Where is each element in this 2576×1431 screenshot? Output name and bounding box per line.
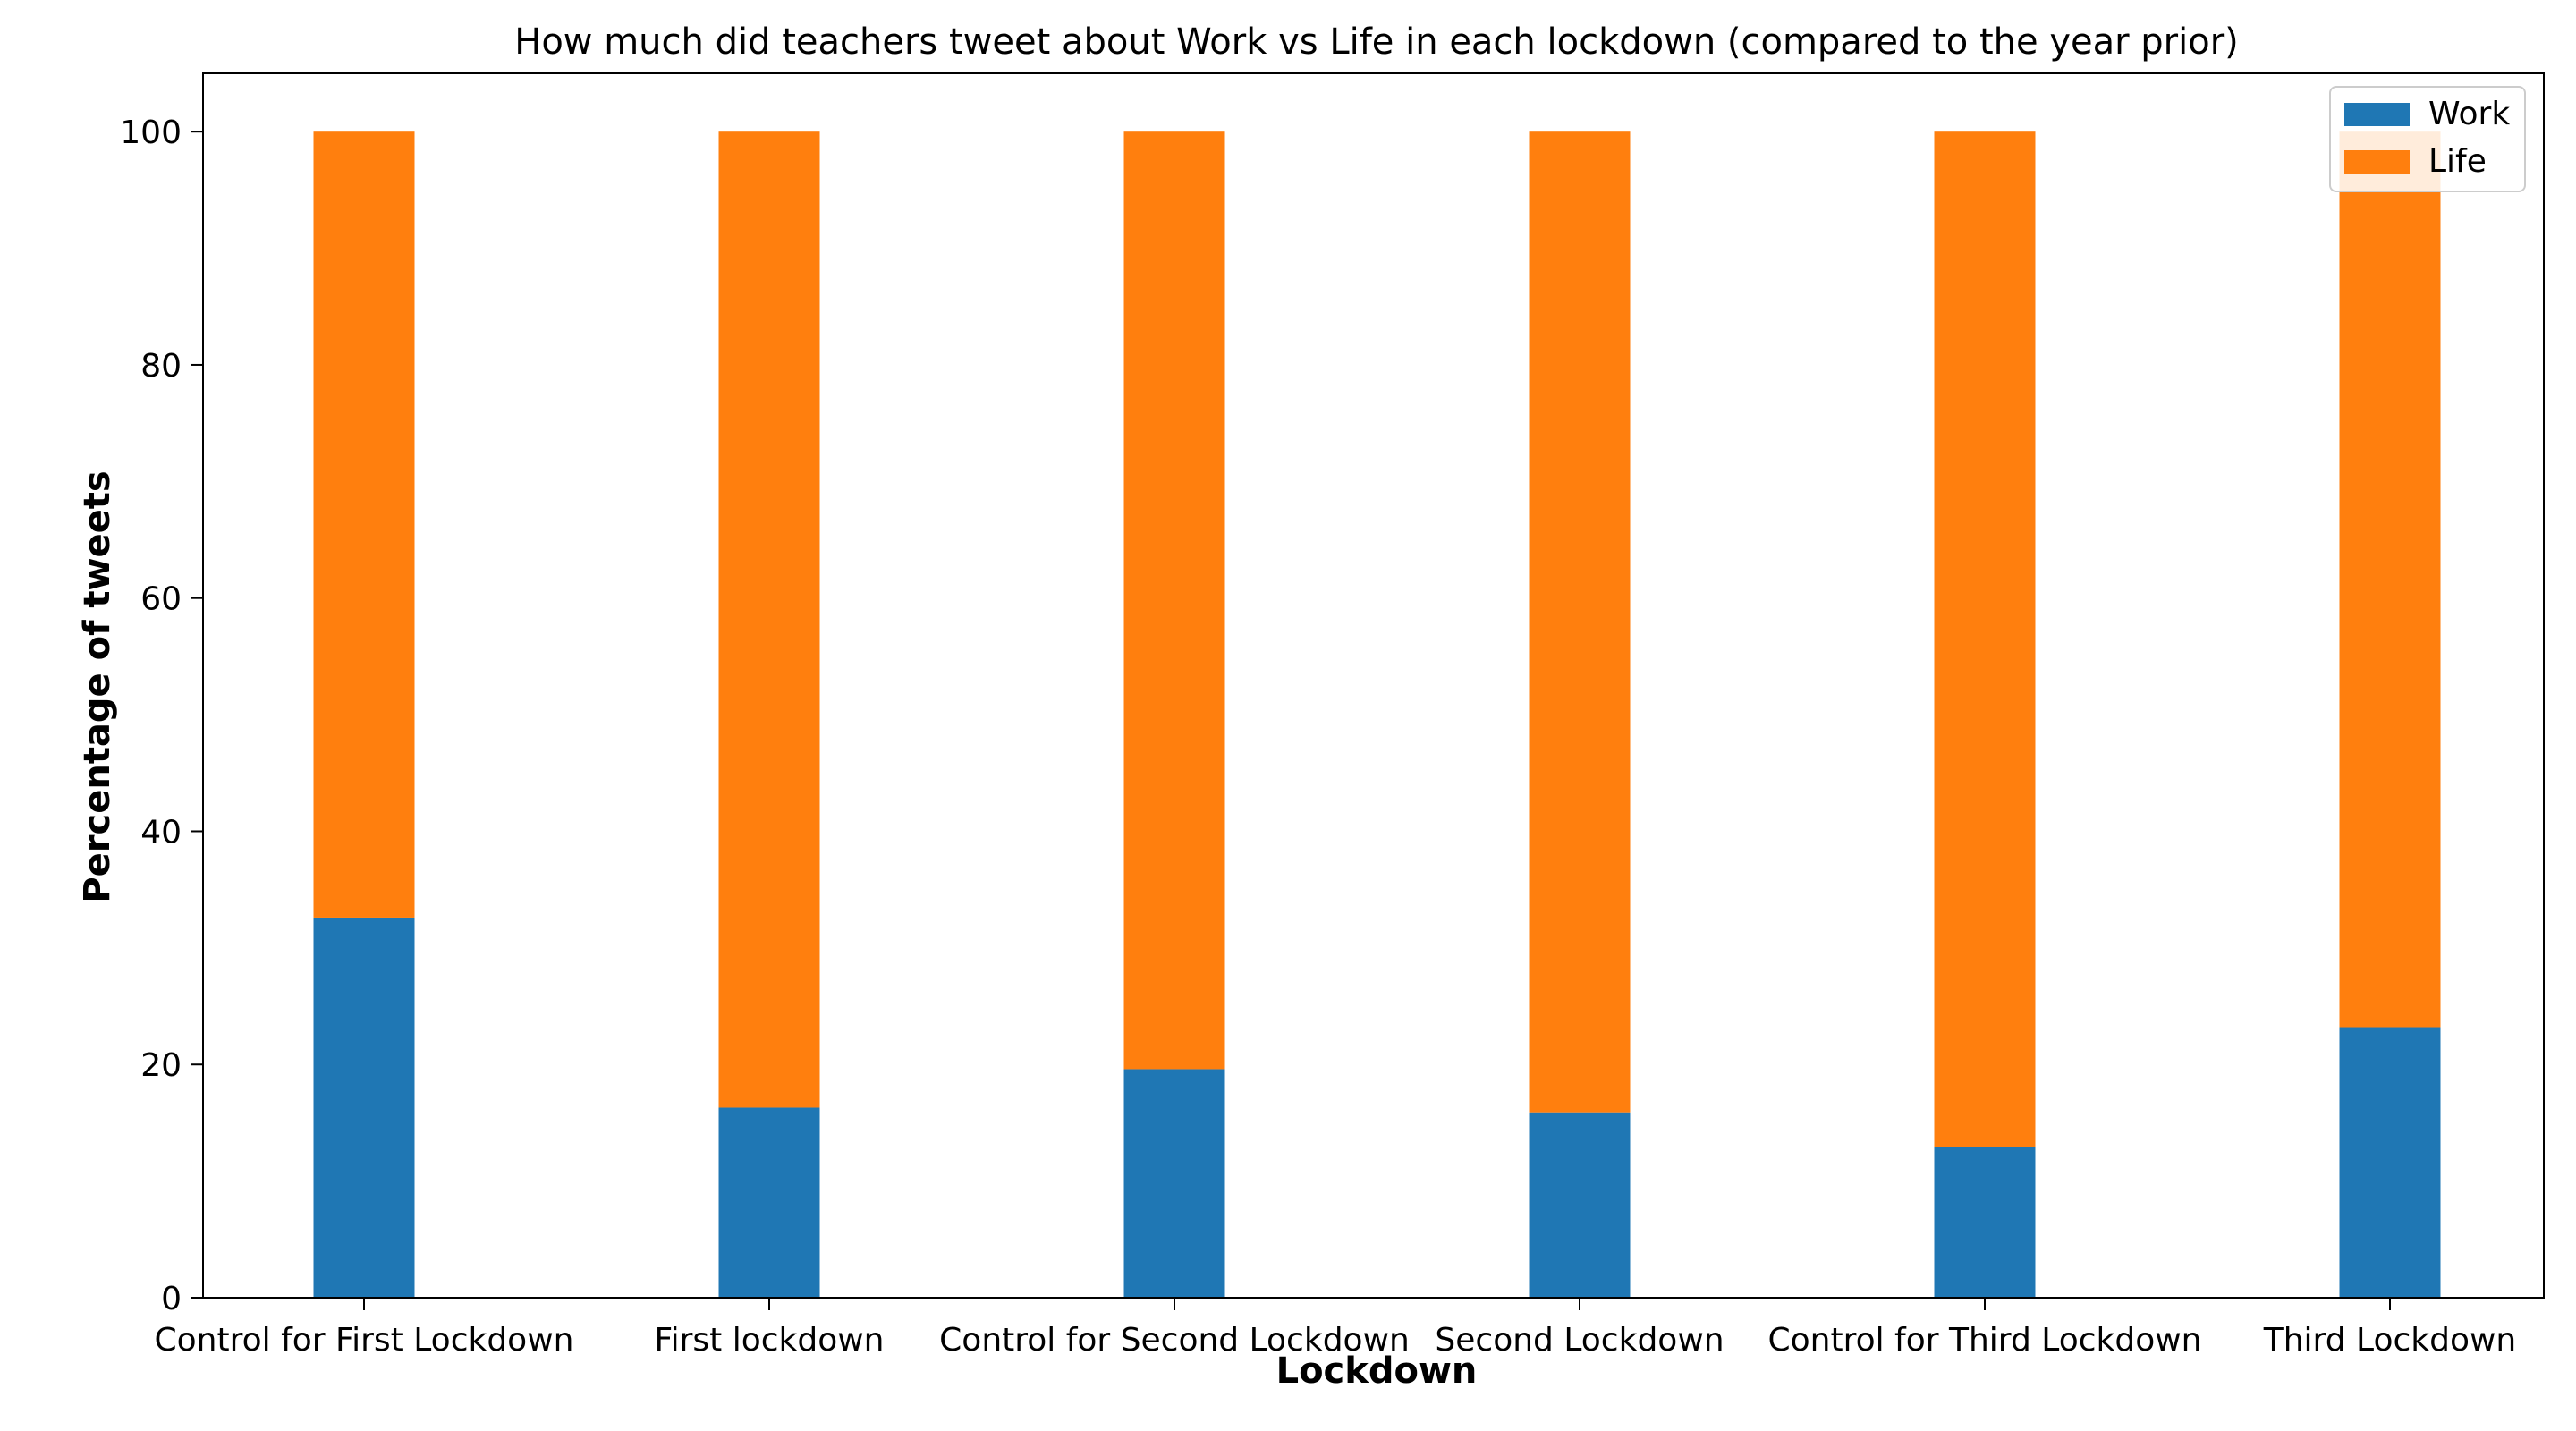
x-tick-label: First lockdown [654,1322,884,1359]
plot-frame [202,72,2545,1299]
x-tick-label: Control for First Lockdown [155,1322,574,1359]
y-tick-label: 0 [161,1281,182,1317]
chart-title: How much did teachers tweet about Work v… [514,21,2239,63]
bar-work-4 [1529,1112,1631,1298]
bar-life-1 [313,131,415,918]
y-tick-label: 80 [140,348,182,385]
bar-work-3 [1123,1069,1225,1298]
legend-swatch-life [2344,150,2410,174]
x-tick-label: Second Lockdown [1435,1322,1724,1359]
x-tick-label: Control for Second Lockdown [939,1322,1410,1359]
y-tick-label: 20 [140,1047,182,1084]
bar-life-6 [2339,131,2441,1028]
legend: Work Life [2329,86,2526,192]
x-tick-label: Third Lockdown [2263,1322,2517,1359]
bar-work-2 [718,1107,820,1298]
legend-label-work: Work [2428,96,2510,132]
legend-label-life: Life [2428,143,2487,180]
axes-layer: 0 20 40 60 80 100 Control for First Lockdown Fi… [120,72,2545,1359]
x-axis-label: Lockdown [1276,1351,1478,1392]
bar-life-5 [1934,131,2036,1147]
bar-life-2 [718,131,820,1108]
bar-life-3 [1123,131,1225,1070]
bar-work-5 [1934,1147,2036,1298]
x-tick-label: Control for Third Lockdown [1767,1322,2201,1359]
bars-layer [313,131,2441,1298]
y-tick-label: 40 [140,814,182,851]
bar-work-6 [2339,1027,2441,1298]
y-tick-label: 60 [140,581,182,618]
y-tick-label: 100 [120,114,182,151]
bar-life-4 [1529,131,1631,1113]
y-axis-label: Percentage of tweets [77,470,118,902]
bar-work-1 [313,917,415,1298]
legend-swatch-work [2344,103,2410,126]
